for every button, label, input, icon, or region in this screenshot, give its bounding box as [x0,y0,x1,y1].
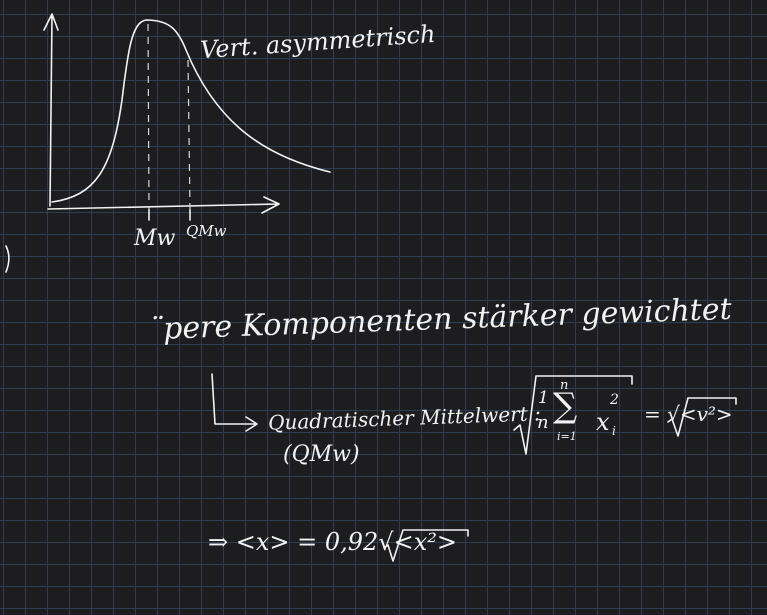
sum-term: x [596,408,610,436]
sum-sign: ∑ [553,386,578,426]
hook-arrow [211,373,258,432]
mw-label: Mw [134,226,176,251]
mw-dashed-line [147,23,150,211]
qmw-dashed-line [187,59,191,211]
qmw-abbreviation: (QMw) [283,442,360,467]
sum-lower-limit: i=1 [557,430,577,443]
fraction-numerator: 1 [538,388,549,408]
rms-equals-v2: = √<v²> [644,402,733,426]
sqrt-sign-sum [513,375,633,455]
sqrt-sign-v2 [667,397,737,437]
stray-stroke [5,245,10,273]
x-axis [47,196,280,214]
distribution-curve [51,19,331,203]
qmw-label: QMw [186,222,227,240]
sum-term-exponent: 2 [610,392,619,408]
fraction-denominator: n [537,412,549,433]
y-axis [43,13,59,207]
sum-upper-limit: n [560,378,569,393]
sqrt-sign-final [383,529,469,562]
sum-term-subscript: i [612,424,616,438]
mean-relation: ⇒ <x> = 0,92√<x²> [208,528,457,556]
